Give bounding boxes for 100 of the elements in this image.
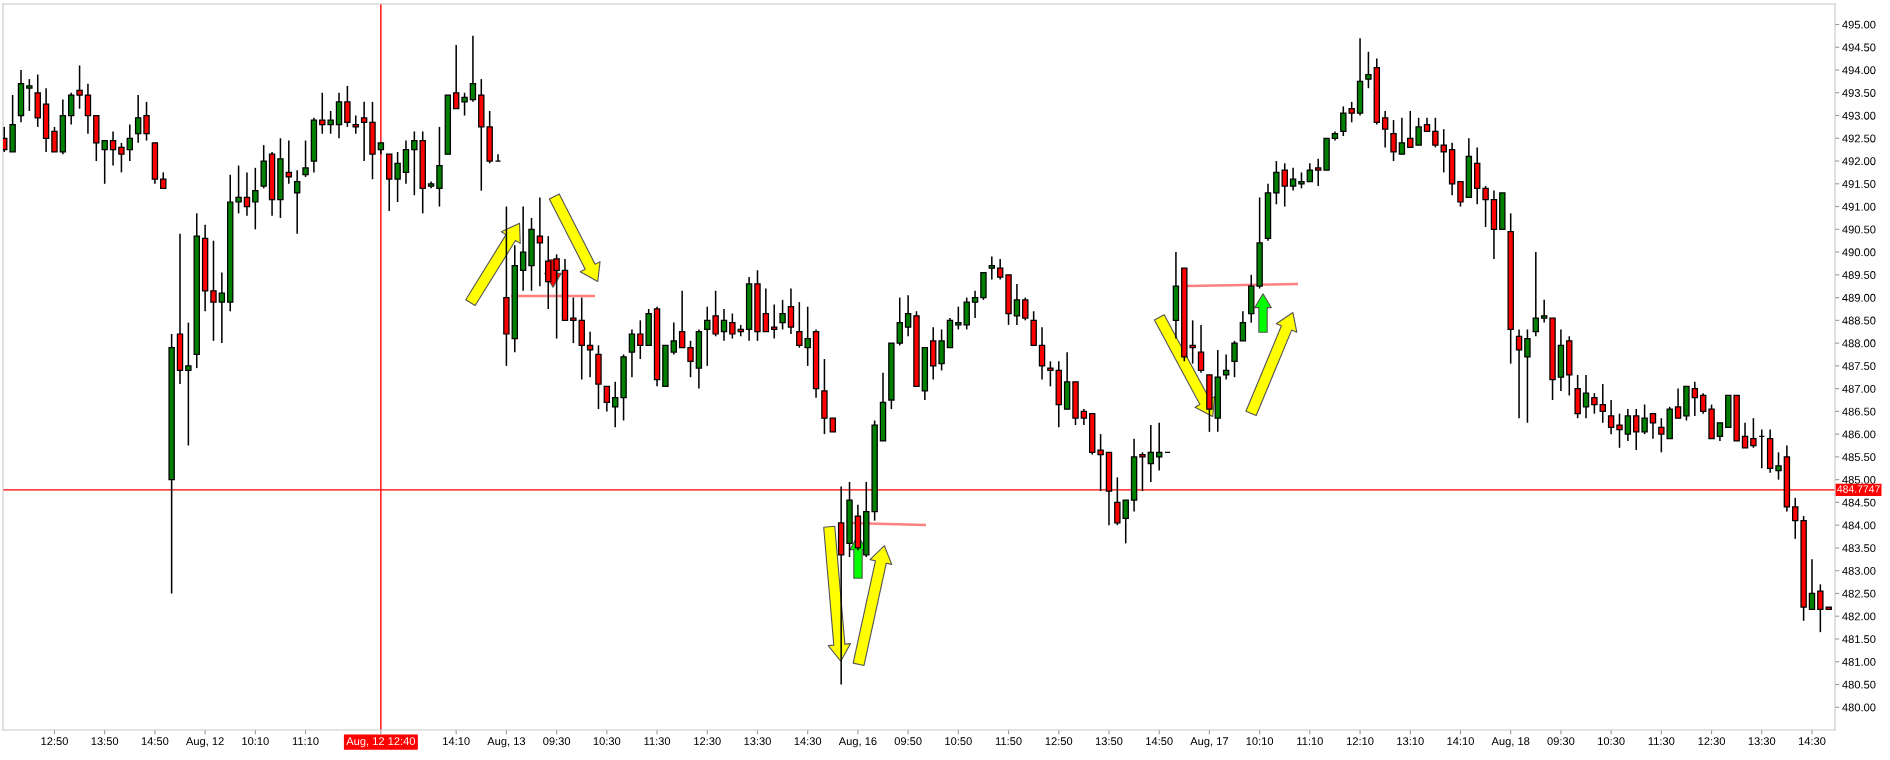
x-tick-label: 11:30 <box>644 737 671 746</box>
candlestick <box>971 289 979 319</box>
y-tick-label: 493.50 <box>1842 89 1876 97</box>
candlestick <box>1155 421 1163 472</box>
x-tick-label: 12:30 <box>694 737 721 746</box>
candlestick <box>1314 157 1322 187</box>
y-tick-label: 482.50 <box>1842 589 1876 598</box>
x-tick-label: 09:30 <box>1547 737 1575 746</box>
y-tick-label: 484.50 <box>1842 498 1876 507</box>
x-tick-label: 11:10 <box>1297 737 1323 746</box>
x-tick-label: 13:50 <box>91 737 119 746</box>
y-tick-label: 491.50 <box>1842 180 1876 188</box>
candlestick <box>1607 399 1615 435</box>
candlestick <box>1147 424 1155 483</box>
candlestick <box>252 167 259 231</box>
x-tick-label: Aug, 12 <box>185 737 224 748</box>
candlestick <box>1716 421 1724 442</box>
x-tick-label: Aug, 12 12:40 <box>346 737 416 748</box>
candlestick <box>352 114 359 135</box>
x-tick-label: 12:50 <box>1045 737 1073 746</box>
candlestick <box>1197 324 1205 374</box>
candlestick <box>996 258 1004 281</box>
x-tick-label: 10:10 <box>1246 737 1274 746</box>
y-tick-label: 490.00 <box>1842 248 1876 257</box>
y-tick-label: 480.00 <box>1842 703 1876 712</box>
x-tick-label: 09:30 <box>543 737 571 746</box>
candlestick <box>1306 162 1314 183</box>
x-tick-label: 10:50 <box>945 737 972 746</box>
y-tick-label: 490.50 <box>1842 225 1876 234</box>
candlestick <box>1524 328 1531 424</box>
candlestick <box>603 385 611 413</box>
candlestick <box>134 94 142 144</box>
x-tick-label: Aug, 18 <box>1491 737 1530 748</box>
candlestick <box>1515 328 1523 419</box>
y-tick-label: 491.00 <box>1842 202 1876 211</box>
y-tick-label: 480.50 <box>1842 680 1876 689</box>
y-tick-label: 483.50 <box>1842 544 1876 553</box>
candlestick <box>1808 558 1816 611</box>
candlestick <box>1674 387 1682 419</box>
x-tick-label: 11:30 <box>1648 737 1675 746</box>
x-tick-label: 14:30 <box>1798 737 1826 746</box>
candlestick <box>687 340 694 379</box>
candlestick <box>938 328 945 372</box>
candlestick <box>118 142 125 174</box>
candlestick <box>1398 117 1406 155</box>
candlestick <box>720 308 728 342</box>
y-tick-label: 484.00 <box>1842 521 1876 530</box>
candlestick <box>1616 412 1623 449</box>
candlestick <box>469 35 477 103</box>
candlestick <box>1222 353 1230 381</box>
candlestick <box>1599 383 1606 424</box>
candlestick <box>143 101 150 142</box>
candlestick <box>1540 299 1548 324</box>
candlestick <box>235 164 242 215</box>
x-tick-label: 13:30 <box>744 737 771 746</box>
candlestick <box>628 328 636 379</box>
candlestick <box>243 171 251 217</box>
candlestick <box>988 255 996 281</box>
candlestick <box>1750 417 1757 449</box>
y-tick-label: 494.00 <box>1842 66 1876 75</box>
y-tick-label: 488.00 <box>1842 339 1876 348</box>
y-tick-label: 486.50 <box>1842 407 1876 416</box>
candlestick <box>360 101 368 162</box>
candlestick <box>1482 185 1489 228</box>
candlestick <box>1047 360 1054 388</box>
candlestick <box>1649 412 1657 440</box>
y-tick-label: 487.50 <box>1842 362 1876 370</box>
ref-line-label: 484.7747 <box>1837 485 1880 493</box>
candlestick <box>76 64 83 110</box>
x-tick-label: 12:50 <box>41 737 68 746</box>
candlestick <box>586 330 594 379</box>
candlestick <box>787 287 795 335</box>
x-tick-label: 11:50 <box>995 737 1022 746</box>
y-tick-label: 495.00 <box>1842 20 1876 29</box>
y-tick-label: 488.50 <box>1842 316 1876 325</box>
candlestick <box>1775 451 1782 481</box>
y-tick-label: 493.00 <box>1842 111 1876 120</box>
y-tick-label: 492.00 <box>1842 157 1876 166</box>
candlestick <box>1699 392 1707 415</box>
y-tick-label: 483.00 <box>1842 566 1876 575</box>
x-tick-label: 14:50 <box>141 737 169 746</box>
candlestick <box>185 321 192 447</box>
x-tick-label: 14:30 <box>794 737 822 746</box>
candlestick <box>519 205 527 292</box>
y-tick-label: 486.00 <box>1842 430 1876 439</box>
candlestick <box>285 139 293 185</box>
candlestick <box>1038 326 1046 381</box>
y-tick-label: 485.50 <box>1842 453 1876 462</box>
x-tick-label: 14:10 <box>443 737 470 746</box>
candlestick <box>1691 381 1699 417</box>
candlestick <box>402 139 410 185</box>
y-tick-label: 481.50 <box>1842 635 1876 644</box>
candlestick <box>779 299 786 331</box>
x-tick-label: 12:10 <box>1347 737 1374 746</box>
x-tick-label: 13:30 <box>1748 737 1776 746</box>
candlestick <box>67 91 75 126</box>
candlestick <box>670 321 678 356</box>
candlestick <box>678 289 686 349</box>
y-tick-label: 485.00 <box>1842 475 1876 484</box>
x-tick-label: 14:10 <box>1447 737 1474 746</box>
